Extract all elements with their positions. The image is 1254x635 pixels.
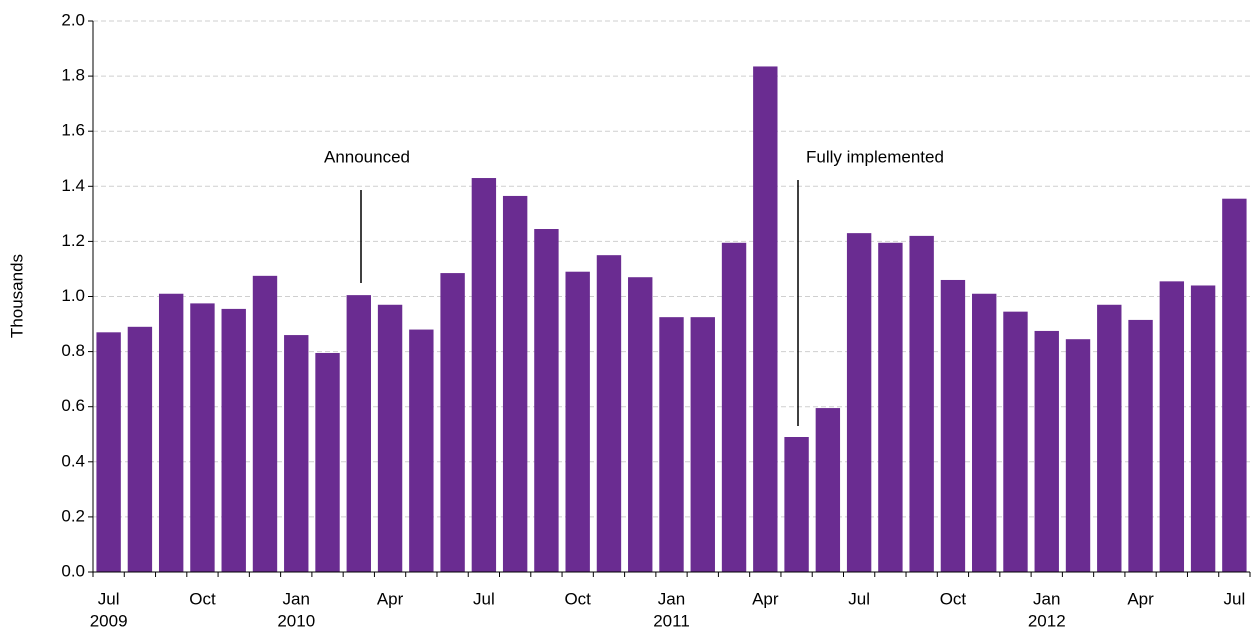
bar <box>1222 198 1247 572</box>
bar <box>502 195 528 572</box>
bar <box>315 352 340 572</box>
y-tick-label: 1.6 <box>61 121 85 140</box>
y-tick-label: 1.4 <box>61 176 85 195</box>
bar <box>878 242 903 572</box>
bar <box>690 317 715 572</box>
bar <box>565 271 590 572</box>
y-tick-label: 0.2 <box>61 506 85 525</box>
x-tick-label: Oct <box>189 589 216 608</box>
bar <box>1034 330 1059 572</box>
x-tick-label: Jul <box>98 589 120 608</box>
x-year-label: 2010 <box>277 611 315 630</box>
x-year-label: 2012 <box>1028 611 1066 630</box>
annotation: Fully implemented <box>806 147 944 166</box>
y-tick-label: 1.2 <box>61 231 85 250</box>
bar <box>659 317 684 572</box>
x-tick-label: Jan <box>658 589 685 608</box>
bar <box>721 242 747 572</box>
x-tick-label: Jan <box>1033 589 1060 608</box>
bar <box>284 335 309 572</box>
bar <box>377 304 403 572</box>
x-tick-label: Apr <box>752 589 779 608</box>
annotation: Announced <box>324 147 410 166</box>
bar <box>972 293 997 572</box>
x-tick-label: Apr <box>1127 589 1154 608</box>
bar <box>409 329 434 572</box>
bar <box>753 66 778 573</box>
y-tick-label: 1.0 <box>61 286 85 305</box>
x-year-label: 2009 <box>90 611 128 630</box>
bar <box>346 295 371 572</box>
bar <box>440 273 465 572</box>
bar <box>221 308 246 572</box>
bar <box>252 275 278 572</box>
y-tick-label: 1.8 <box>61 66 85 85</box>
y-axis-label: Thousands <box>7 254 26 338</box>
x-tick-label: Jul <box>473 589 495 608</box>
bar <box>1128 319 1153 572</box>
bar <box>1097 304 1122 572</box>
x-tick-label: Jul <box>1223 589 1245 608</box>
bar <box>1065 339 1091 572</box>
bar <box>96 332 121 572</box>
bar <box>534 229 559 572</box>
y-tick-label: 2.0 <box>61 10 85 29</box>
bar <box>846 233 872 572</box>
bar <box>127 326 153 572</box>
bar <box>940 279 966 572</box>
bar <box>1190 285 1216 572</box>
bar <box>1003 311 1028 572</box>
y-tick-label: 0.0 <box>61 561 85 580</box>
bar <box>471 178 497 572</box>
bar <box>628 277 653 572</box>
bar <box>596 255 622 573</box>
y-tick-label: 0.8 <box>61 341 85 360</box>
bar <box>815 408 841 572</box>
y-tick-label: 0.4 <box>61 451 85 470</box>
bar <box>909 235 934 572</box>
bar <box>190 303 215 572</box>
bar <box>1159 281 1185 572</box>
x-tick-label: Jan <box>283 589 310 608</box>
x-tick-label: Oct <box>940 589 967 608</box>
x-tick-label: Oct <box>564 589 591 608</box>
y-tick-label: 0.6 <box>61 396 85 415</box>
bar <box>784 437 809 572</box>
x-tick-label: Apr <box>377 589 404 608</box>
bar <box>158 293 184 572</box>
x-tick-label: Jul <box>848 589 870 608</box>
x-year-label: 2011 <box>653 611 690 630</box>
